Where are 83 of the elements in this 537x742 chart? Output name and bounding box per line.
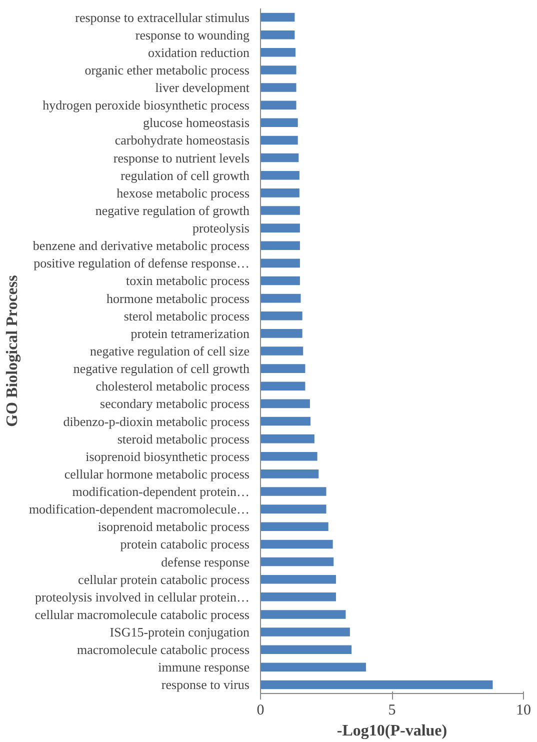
y-tick-label: isoprenoid metabolic process [98,519,250,534]
y-tick-label: cellular protein catabolic process [78,572,250,587]
y-tick-label: protein catabolic process [120,536,250,552]
y-tick-label: sterol metabolic process [124,308,250,324]
y-tick-label: steroid metabolic process [117,431,250,446]
bar [260,399,310,408]
bar [260,206,300,215]
y-tick-label: oxidation reduction [148,44,250,60]
bar [260,610,346,619]
bar [260,311,302,320]
bar [260,364,306,373]
bar [260,276,300,286]
bar [260,258,300,268]
x-axis-title: -Log10(P-value) [336,722,448,740]
bar [260,504,326,514]
y-tick-label: negative regulation of cell growth [73,361,250,376]
bar [260,241,300,250]
bar [260,83,296,92]
y-tick-label: liver development [155,80,250,96]
y-tick-label: negative regulation of cell size [90,344,250,358]
bar [260,224,300,232]
y-tick-label: negative regulation of growth [95,202,250,218]
y-tick-label: cholesterol metabolic process [96,378,250,394]
y-tick-label: response to extracellular stimulus [75,10,250,25]
y-tick-label: secondary metabolic process [100,396,250,412]
bar [260,540,333,549]
y-tick-label: hormone metabolic process [106,290,250,306]
y-tick-label: modification-dependent protein… [72,484,250,500]
y-tick-label: benzene and derivative metabolic process [32,238,250,254]
y-tick-label: defense response [161,554,250,570]
bar [260,329,302,338]
y-tick-label: glucose homeostasis [142,115,250,130]
y-tick-label: modification-dependent macromolecule… [28,502,250,517]
y-tick-label: toxin metabolic process [126,273,250,288]
bar [260,574,336,584]
bar [260,188,300,198]
bar [260,452,318,461]
y-tick-label: hydrogen peroxide biosynthetic process [42,98,250,113]
y-tick-label: ISG15-protein conjugation [110,624,250,640]
bar [260,470,319,478]
x-tick-label: 0 [256,702,264,718]
bar [260,118,298,128]
bar [260,662,366,672]
y-tick-label: isoprenoid biosynthetic process [86,448,250,464]
bar [260,645,352,654]
bar [260,66,296,74]
bar [260,30,295,40]
bar [260,100,296,110]
y-tick-label: immune response [158,660,250,675]
bar [260,136,298,145]
y-tick-label: cellular hormone metabolic process [64,466,250,482]
y-tick-label: dibenzo-p-dioxin metabolic process [63,414,250,429]
bar [260,487,326,496]
bar [260,680,493,690]
y-tick-label: cellular macromolecule catabolic process [34,606,250,622]
bar [260,48,296,57]
y-tick-label: positive regulation of defense response… [34,256,250,271]
bar [260,294,301,303]
y-axis-title: GO Biological Process [4,275,21,427]
y-tick-label: protein tetramerization [130,326,250,341]
y-tick-label: regulation of cell growth [120,168,250,183]
y-tick-label: organic ether metabolic process [84,62,250,78]
y-tick-label: proteolysis involved in cellular protein… [35,589,250,604]
y-tick-label: response to virus [161,677,250,692]
bar [260,170,300,180]
y-tick-label: proteolysis [192,220,250,236]
bar [260,592,336,602]
bar [260,628,350,636]
y-tick-label: macromolecule catabolic process [76,642,250,658]
bar [260,416,310,426]
bar [260,153,299,162]
bar [260,522,328,532]
bar [260,557,334,566]
y-tick-label: hexose metabolic process [116,185,250,200]
bar [260,12,295,22]
y-tick-label: response to wounding [135,27,250,42]
bar [260,346,304,356]
x-tick-label: 10 [516,702,531,718]
bar [260,382,306,391]
bar [260,434,314,444]
x-tick-label: 5 [388,702,396,718]
y-tick-label: carbohydrate homeostasis [114,132,250,148]
y-tick-label: response to nutrient levels [113,150,250,166]
